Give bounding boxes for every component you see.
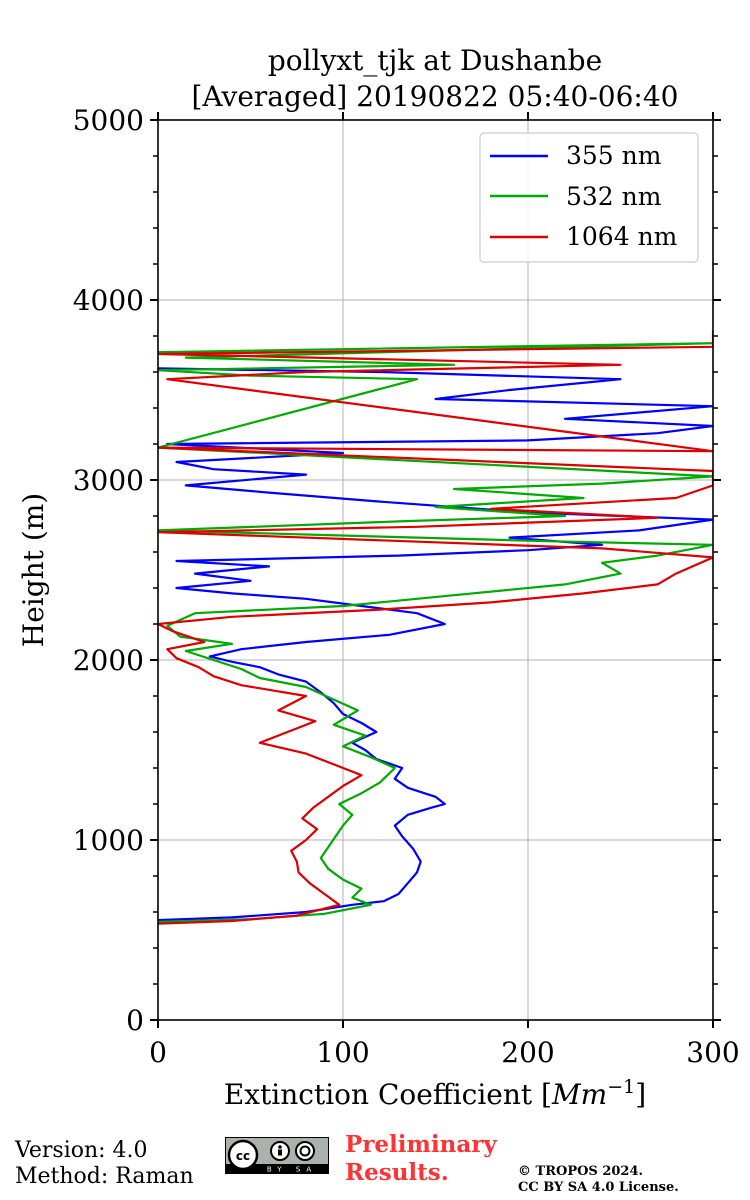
- svg-text:cc: cc: [236, 1149, 250, 1163]
- series-line-532-nm: [158, 342, 713, 923]
- x-axis-label: Extinction Coefficient [Mm−1]: [224, 1076, 646, 1111]
- legend-label-355: 355 nm: [566, 141, 662, 170]
- x-tick-label: 0: [149, 1036, 167, 1069]
- chart-title-line1: pollyxt_tjk at Dushanbe: [268, 44, 602, 77]
- copyright-line1: © TROPOS 2024.: [518, 1164, 644, 1179]
- y-tick-label: 4000: [73, 284, 144, 317]
- x-tick-label: 300: [686, 1036, 739, 1069]
- preliminary-line2: Results.: [345, 1159, 449, 1186]
- cc-badge-text: BY SA: [267, 1166, 317, 1174]
- x-tick-label: 200: [501, 1036, 554, 1069]
- y-tick-label: 0: [126, 1004, 144, 1037]
- y-tick-label: 2000: [73, 644, 144, 677]
- extinction-profile-chart: pollyxt_tjk at Dushanbe [Averaged] 20190…: [17, 44, 740, 1111]
- series-lines: [158, 330, 713, 925]
- cc-icon: [227, 1139, 259, 1171]
- preliminary-line1: Preliminary: [345, 1131, 497, 1158]
- x-tick-label: 100: [316, 1036, 369, 1069]
- y-tick-label: 1000: [73, 824, 144, 857]
- x-axis-label-unit: Mm: [551, 1078, 607, 1111]
- sa-icon: [295, 1141, 315, 1161]
- version-info: Version: 4.0 Method: Raman: [15, 1138, 194, 1190]
- plot-frame: [157, 119, 714, 1021]
- cc-license-badge: cc BY SA: [225, 1137, 329, 1174]
- version-label: Version: 4.0: [15, 1138, 148, 1163]
- y-tick-label: 5000: [73, 104, 144, 137]
- legend-label-532: 532 nm: [566, 182, 662, 211]
- chart-title-line2: [Averaged] 20190822 05:40-06:40: [192, 80, 679, 113]
- series-line-1064-nm: [158, 330, 713, 925]
- method-label: Method: Raman: [15, 1164, 194, 1189]
- legend-label-1064: 1064 nm: [566, 222, 678, 251]
- y-tick-label: 3000: [73, 464, 144, 497]
- x-axis-label-main: Extinction Coefficient [: [224, 1078, 552, 1111]
- legend-box: [479, 132, 699, 263]
- x-axis-label-close: ]: [635, 1078, 646, 1111]
- copyright-line2: CC BY SA 4.0 License.: [518, 1180, 679, 1195]
- series-line-355-nm: [158, 367, 713, 922]
- copyright-notice: © TROPOS 2024. CC BY SA 4.0 License.: [518, 1164, 679, 1196]
- x-axis-label-exponent: −1: [607, 1076, 635, 1098]
- y-axis-label: Height (m): [17, 493, 50, 647]
- legend: 355 nm 532 nm 1064 nm: [479, 132, 699, 263]
- preliminary-notice: Preliminary Results.: [345, 1131, 497, 1187]
